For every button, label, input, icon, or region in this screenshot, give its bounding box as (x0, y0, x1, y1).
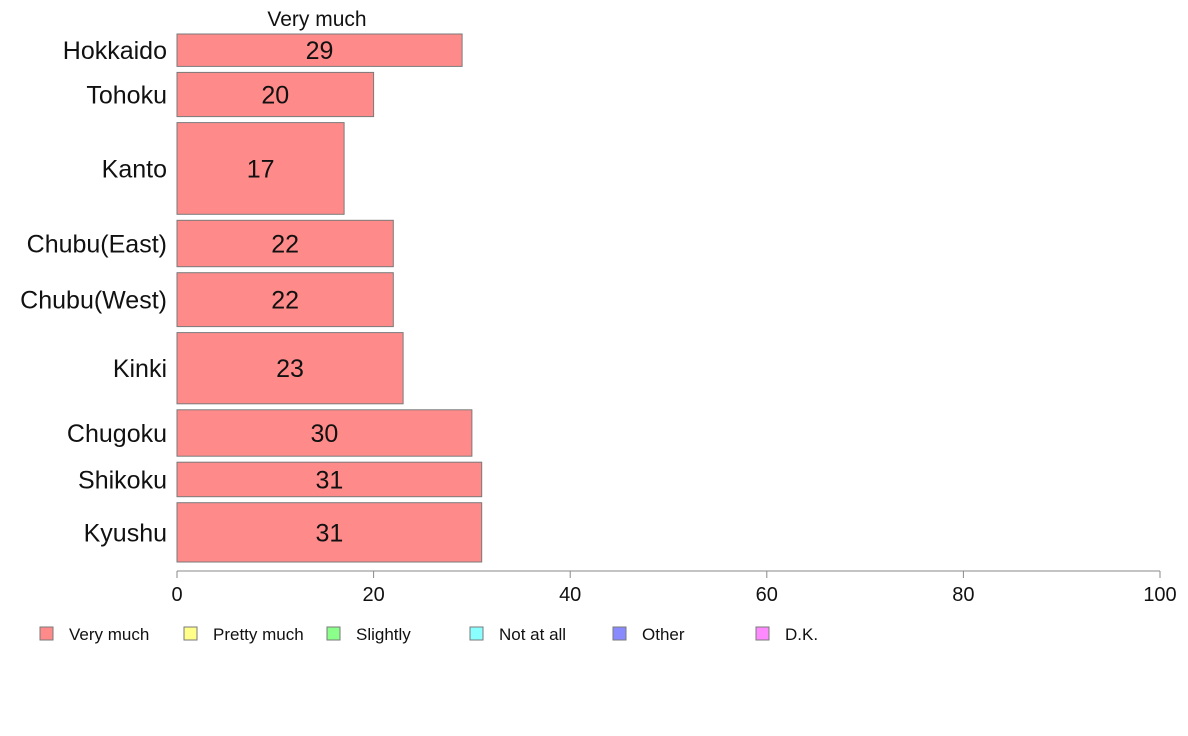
category-label: Kanto (102, 155, 167, 183)
category-label: Tohoku (86, 82, 167, 110)
bar (176, 409, 473, 457)
category-label: Chubu(East) (27, 231, 167, 259)
data-label: 30 (310, 420, 338, 448)
legend-label: D.K. (785, 625, 818, 644)
category-label: Hokkaido (63, 37, 167, 65)
data-label: 20 (261, 82, 289, 110)
legend-label: Pretty much (213, 625, 304, 644)
data-label: 17 (247, 155, 275, 183)
category-label: Kyushu (84, 519, 167, 547)
category-label: Kinki (113, 355, 167, 383)
x-tick-label: 0 (171, 584, 182, 606)
bar (176, 272, 394, 328)
legend-label: Very much (69, 625, 149, 644)
legend-swatch (39, 626, 54, 641)
series-title: Very much (267, 8, 366, 31)
x-tick-label: 20 (362, 584, 384, 606)
bar (176, 502, 483, 563)
bar (176, 71, 375, 118)
x-tick-label: 60 (756, 584, 778, 606)
category-label: Chubu(West) (20, 287, 167, 315)
legend: Very much Pretty much Slightly Not at all Ot… (39, 625, 818, 644)
x-tick-label: 80 (952, 584, 974, 606)
x-tick-label: 40 (559, 584, 581, 606)
bar (176, 461, 483, 498)
legend-swatch (326, 626, 341, 641)
x-tick-label: 100 (1143, 584, 1176, 606)
bars-group: Hokkaido 29 Tohoku 20 Kanto 17 Chubu(East) 22 Ch… (20, 33, 483, 563)
legend-swatch (469, 626, 484, 641)
category-label: Chugoku (67, 420, 167, 448)
data-label: 22 (271, 231, 299, 259)
data-label: 22 (271, 287, 299, 315)
legend-label: Slightly (356, 625, 411, 644)
legend-label: Not at all (499, 625, 566, 644)
data-label: 23 (276, 355, 304, 383)
x-axis: 0 20 40 60 80 100 (171, 570, 1177, 606)
bar (176, 332, 404, 405)
bar (176, 219, 394, 268)
bar (176, 122, 345, 215)
legend-swatch (183, 626, 198, 641)
data-label: 31 (315, 466, 343, 494)
legend-swatch (755, 626, 770, 641)
legend-label: Other (642, 625, 685, 644)
legend-swatch (612, 626, 627, 641)
data-label: 31 (315, 519, 343, 547)
category-label: Shikoku (78, 466, 167, 494)
data-label: 29 (306, 37, 334, 65)
bar (176, 33, 463, 67)
